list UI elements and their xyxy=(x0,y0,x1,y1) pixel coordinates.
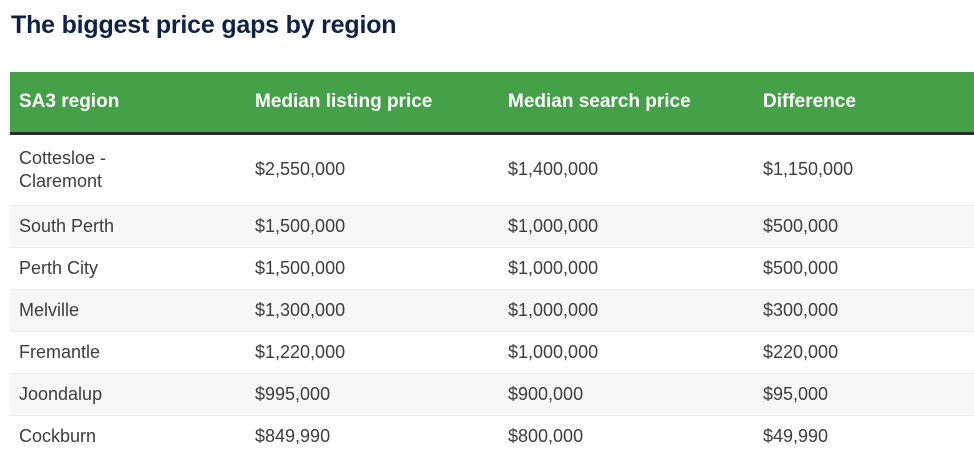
listing-price-cell: $1,500,000 xyxy=(246,246,499,289)
difference-cell: $49,990 xyxy=(754,414,974,457)
listing-price-cell: $995,000 xyxy=(246,372,499,415)
listing-price-cell: $1,220,000 xyxy=(246,330,499,373)
region-cell: Perth City xyxy=(10,246,246,289)
difference-cell: $220,000 xyxy=(754,330,974,373)
table-row: Melville $1,300,000 $1,000,000 $300,000 xyxy=(10,288,974,331)
region-name: Cockburn xyxy=(19,425,97,446)
search-price-cell: $1,000,000 xyxy=(499,288,754,331)
column-header-median-search-price: Median search price xyxy=(499,72,754,135)
column-header-sa3-region: SA3 region xyxy=(10,72,246,135)
search-price-cell: $1,000,000 xyxy=(499,204,754,247)
listing-price-cell: $1,300,000 xyxy=(246,288,499,331)
search-price-cell: $1,400,000 xyxy=(499,133,754,205)
difference-cell: $300,000 xyxy=(754,288,974,331)
search-price-cell: $1,000,000 xyxy=(499,330,754,373)
difference-cell: $95,000 xyxy=(754,372,974,415)
difference-cell: $500,000 xyxy=(754,204,974,247)
region-cell: South Perth xyxy=(10,204,246,247)
region-cell: Cottesloe - Claremont xyxy=(10,133,246,205)
table-row: Perth City $1,500,000 $1,000,000 $500,00… xyxy=(10,246,974,289)
table-row: Joondalup $995,000 $900,000 $95,000 xyxy=(10,372,974,415)
region-name: Fremantle xyxy=(19,341,101,362)
region-name: Cottesloe - Claremont xyxy=(19,147,107,191)
region-cell: Cockburn xyxy=(10,414,246,457)
region-cell: Joondalup xyxy=(10,372,246,415)
table-header-row: SA3 region Median listing price Median s… xyxy=(10,72,974,135)
column-header-difference: Difference xyxy=(754,72,974,135)
region-cell: Fremantle xyxy=(10,330,246,373)
listing-price-cell: $849,990 xyxy=(246,414,499,457)
listing-price-cell: $2,550,000 xyxy=(246,133,499,205)
table-row: Fremantle $1,220,000 $1,000,000 $220,000 xyxy=(10,330,974,373)
price-gaps-table: SA3 region Median listing price Median s… xyxy=(10,72,974,457)
region-name: Joondalup xyxy=(19,383,103,404)
table-row: South Perth $1,500,000 $1,000,000 $500,0… xyxy=(10,204,974,247)
page-title: The biggest price gaps by region xyxy=(11,11,397,39)
table-row: Cockburn $849,990 $800,000 $49,990 xyxy=(10,414,974,457)
region-name: Melville xyxy=(19,299,80,320)
difference-cell: $500,000 xyxy=(754,246,974,289)
region-name: Perth City xyxy=(19,257,99,278)
listing-price-cell: $1,500,000 xyxy=(246,204,499,247)
search-price-cell: $900,000 xyxy=(499,372,754,415)
difference-cell: $1,150,000 xyxy=(754,133,974,205)
search-price-cell: $800,000 xyxy=(499,414,754,457)
table-row: Cottesloe - Claremont $2,550,000 $1,400,… xyxy=(10,133,974,205)
column-header-median-listing-price: Median listing price xyxy=(246,72,499,135)
region-cell: Melville xyxy=(10,288,246,331)
region-name: South Perth xyxy=(19,215,115,236)
search-price-cell: $1,000,000 xyxy=(499,246,754,289)
